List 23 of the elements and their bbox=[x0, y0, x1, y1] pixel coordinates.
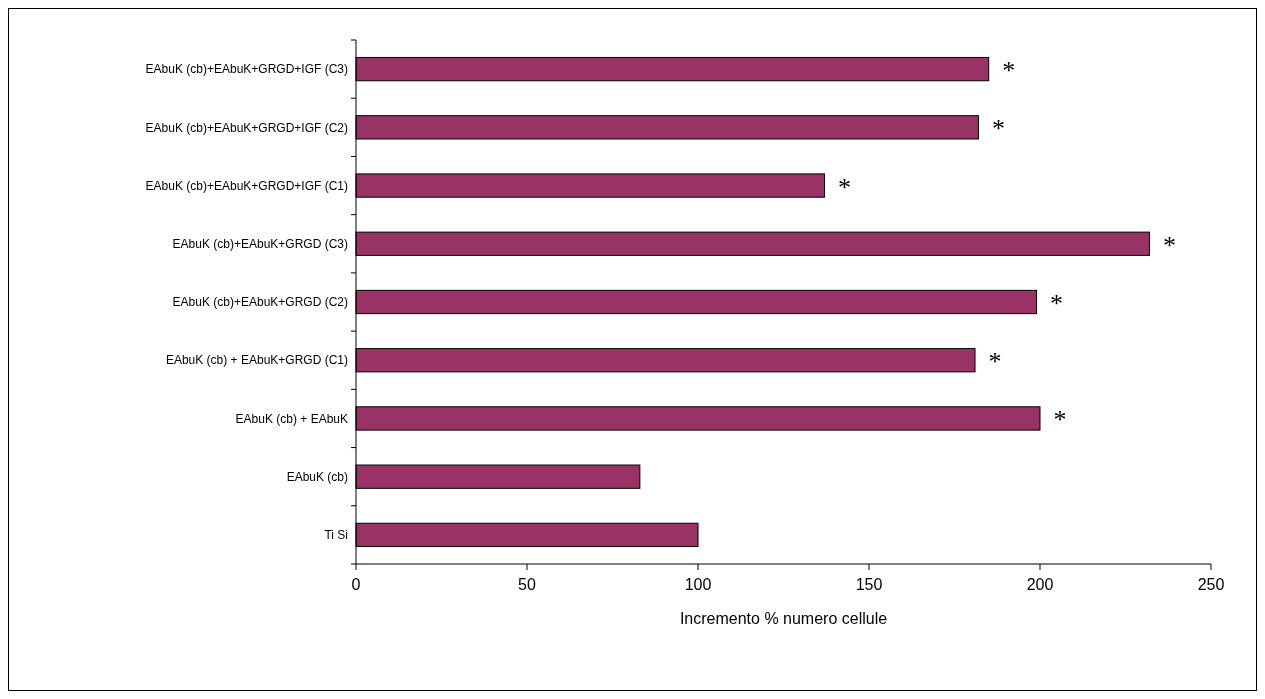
x-tick-label: 0 bbox=[351, 576, 361, 593]
y-tick-label: EAbuK (cb)+EAbuK+GRGD (C2) bbox=[172, 295, 348, 310]
x-tick-label: 200 bbox=[1026, 576, 1054, 593]
x-tick-label: 50 bbox=[518, 576, 536, 593]
y-tick-label: EAbuK (cb)+EAbuK+GRGD+IGF (C3) bbox=[145, 62, 348, 77]
annotation: * bbox=[1050, 289, 1064, 318]
y-tick-label: Ti Si bbox=[324, 528, 348, 543]
annotation: * bbox=[988, 347, 1002, 377]
annotation: * bbox=[991, 114, 1005, 144]
y-tick-label: EAbuK (cb) + EAbuK bbox=[235, 411, 348, 426]
x-tick-label: 150 bbox=[855, 576, 883, 593]
annotation: * bbox=[1002, 56, 1016, 86]
y-tick-label: EAbuK (cb) + EAbuK+GRGD (C1) bbox=[165, 353, 348, 368]
annotation: * bbox=[1162, 230, 1176, 260]
y-tick-label: EAbuK (cb)+EAbuK+GRGD+IGF (C1) bbox=[145, 178, 348, 193]
x-tick-label: 250 bbox=[1197, 576, 1225, 593]
y-tick-label: EAbuK (cb)+EAbuK+GRGD+IGF (C2) bbox=[145, 120, 348, 135]
x-tick-label: 100 bbox=[684, 576, 712, 593]
x-axis-title: Incremento % numero cellule bbox=[679, 610, 888, 627]
annotation: * bbox=[838, 172, 852, 202]
y-tick-label: EAbuK (cb) bbox=[286, 469, 348, 484]
annotation: * bbox=[1053, 405, 1067, 435]
y-tick-label: EAbuK (cb)+EAbuK+GRGD (C3) bbox=[172, 236, 348, 251]
